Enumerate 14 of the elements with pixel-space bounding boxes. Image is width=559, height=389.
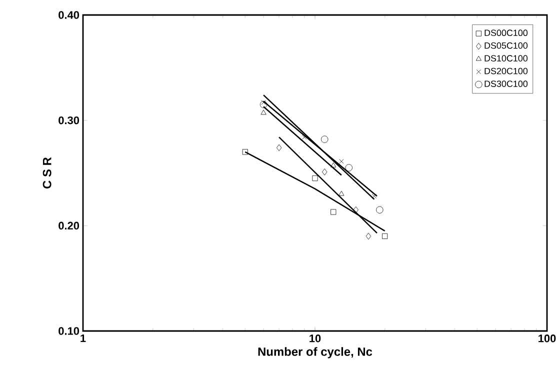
- y-tick-label: 0.40: [58, 11, 80, 19]
- x-tick-label: 10: [310, 334, 321, 342]
- legend-label: DS20C100: [484, 68, 528, 74]
- y-tick-label: 0.10: [58, 327, 80, 335]
- y-tick-label: 0.30: [58, 116, 80, 124]
- legend-label: DS30C100: [484, 80, 528, 87]
- legend-label: DS10C100: [484, 55, 528, 62]
- y-tick-label: 0.20: [58, 222, 80, 230]
- x-tick-label: 100: [538, 334, 556, 342]
- legend-label: DS05C100: [484, 42, 528, 49]
- y-axis-title: C S R: [42, 157, 52, 188]
- x-tick-label: 1: [80, 334, 86, 342]
- x-axis-title: Number of cycle, Nc: [258, 347, 372, 358]
- legend-label: DS00C100: [484, 30, 528, 36]
